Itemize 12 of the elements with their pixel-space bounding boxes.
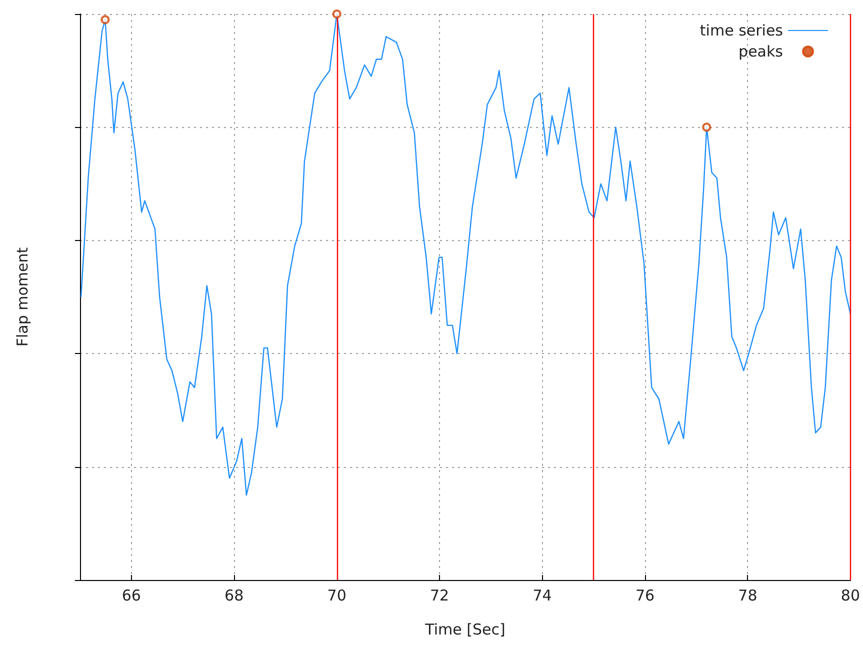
y-axis-title: Flap moment: [14, 247, 32, 347]
x-tick-label: 70: [327, 586, 346, 604]
x-tick-label: 68: [224, 586, 244, 604]
x-tick-label: 78: [738, 586, 758, 604]
x-tick-label: 76: [635, 586, 655, 604]
x-axis-title: Time [Sec]: [424, 620, 506, 638]
x-tick-label: 66: [122, 586, 141, 604]
legend-label: time series: [700, 22, 784, 40]
x-tick-label: 72: [430, 586, 450, 604]
legend-label: peaks: [738, 42, 784, 60]
x-tick-label: 80: [840, 586, 860, 604]
x-tick-label: 74: [532, 586, 552, 604]
